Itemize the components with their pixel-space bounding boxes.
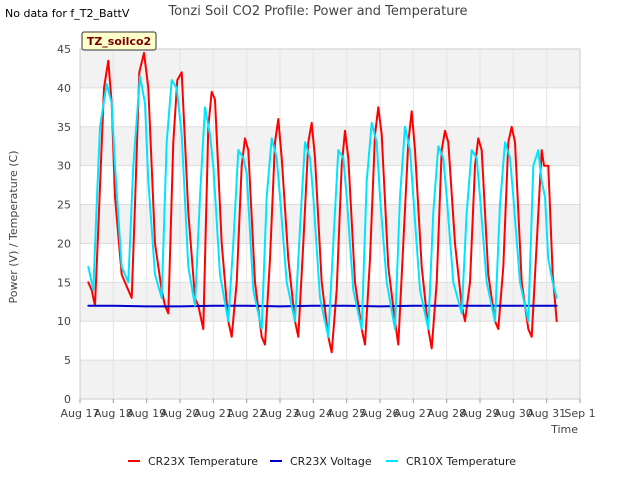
x-tick-label: Aug 27	[394, 407, 433, 420]
station-badge-label: TZ_soilco2	[87, 35, 151, 48]
x-tick-label: Aug 20	[161, 407, 200, 420]
legend-label: CR23X Temperature	[148, 455, 258, 468]
x-tick-label: Aug 21	[194, 407, 233, 420]
station-badge: TZ_soilco2	[81, 31, 157, 51]
station-badge-box	[81, 31, 157, 51]
y-tick-label: 5	[64, 354, 71, 367]
x-axis-title: Time	[550, 423, 578, 436]
series-line-cr10x-temperature	[87, 75, 558, 338]
x-tick-label: Aug 25	[327, 407, 366, 420]
x-tick-label: Aug 24	[294, 407, 333, 420]
x-tick-label: Aug 29	[461, 407, 500, 420]
y-tick-label: 40	[57, 82, 71, 95]
plot-band	[80, 360, 580, 399]
x-tick-label: Aug 28	[427, 407, 466, 420]
plot-band	[80, 165, 580, 205]
chart-title: Tonzi Soil CO2 Profile: Power and Temper…	[167, 4, 467, 19]
x-tick-label: Aug 30	[494, 407, 533, 420]
y-tick-label: 10	[57, 315, 71, 328]
x-tick-label: Aug 23	[261, 407, 300, 420]
plot-area-frame	[79, 48, 581, 400]
y-tick-label: 35	[57, 121, 71, 134]
series-layer	[87, 51, 558, 354]
plot-band	[80, 126, 580, 166]
y-tick-label: 25	[57, 199, 71, 212]
y-tick-label: 45	[57, 43, 71, 56]
x-tick-label: Aug 17	[61, 407, 100, 420]
no-data-message: No data for f_T2_BattV	[5, 7, 130, 20]
y-tick-label: 0	[64, 393, 71, 406]
legend-label: CR10X Temperature	[406, 455, 516, 468]
plot-band	[80, 49, 580, 88]
legend: CR23X Temperature CR23X Voltage CR10X Temp…	[128, 455, 516, 468]
y-axis-ticks: 0 5 10 15 20 25 30 35 40 45	[57, 43, 71, 406]
x-tick-label: Aug 22	[227, 407, 266, 420]
y-tick-label: 20	[57, 237, 71, 250]
x-tick-label: Aug 18	[94, 407, 133, 420]
x-tick-label: Aug 26	[361, 407, 400, 420]
y-tick-label: 30	[57, 160, 71, 173]
plot-band	[80, 87, 580, 127]
x-tick-label: Sep 1	[564, 407, 595, 420]
x-tick-label: Aug 19	[127, 407, 166, 420]
y-axis-title: Power (V) / Temperature (C)	[7, 150, 20, 303]
legend-label: CR23X Voltage	[290, 455, 372, 468]
x-tick-label: Aug 31	[527, 407, 566, 420]
y-tick-label: 15	[57, 276, 71, 289]
series-line-cr23x-temperature	[87, 51, 558, 354]
